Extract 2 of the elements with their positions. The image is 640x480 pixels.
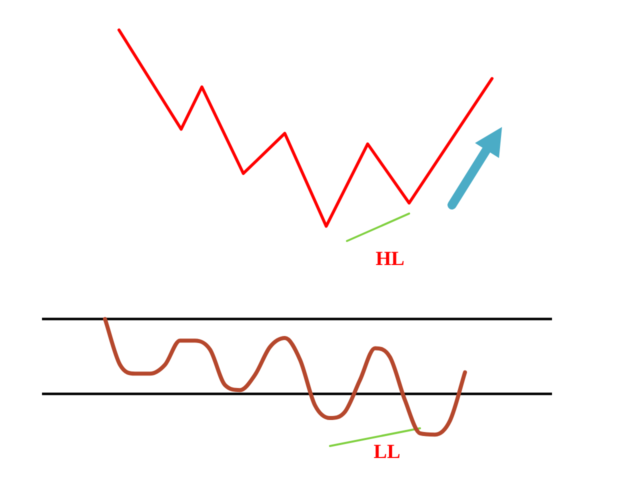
text: HL	[376, 248, 404, 270]
annotation: LL	[374, 441, 400, 463]
